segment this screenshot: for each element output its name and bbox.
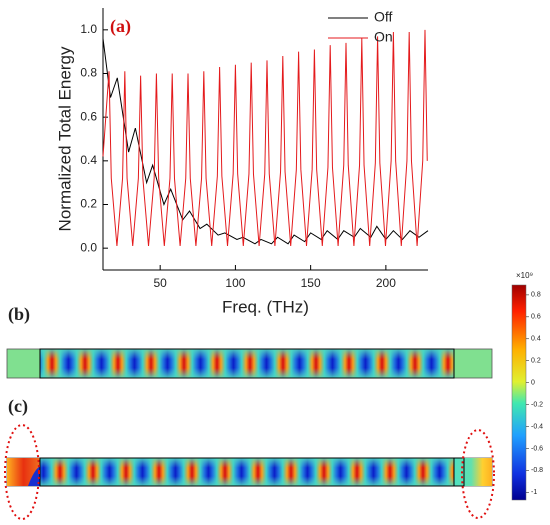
field-map-c (4, 424, 495, 520)
colorbar-tick-label: 0.8 (531, 292, 541, 299)
x-tick-label: 150 (301, 276, 321, 290)
panel-label: (c) (8, 396, 28, 417)
panel-label: (a) (110, 16, 131, 37)
panel-label: (b) (8, 304, 30, 325)
colorbar-tick-label: 0.6 (531, 314, 541, 321)
y-axis-label: Normalized Total Energy (55, 46, 74, 231)
y-tick-label: 0.2 (80, 197, 97, 211)
legend-label: On (374, 29, 393, 45)
colorbar-tick-label: 0.4 (531, 336, 541, 343)
colorbar-tick-label: -0.4 (531, 423, 543, 430)
legend-label: Off (374, 9, 393, 25)
field-map-b (6, 348, 493, 379)
x-tick-label: 200 (376, 276, 396, 290)
colorbar-tick-label: -1 (531, 489, 537, 496)
y-tick-label: 0.6 (80, 109, 97, 123)
y-tick-label: 0.0 (80, 240, 97, 254)
line-series (102, 38, 429, 245)
y-tick-label: 1.0 (80, 22, 97, 36)
colorbar-tick-label: -0.2 (531, 401, 543, 408)
colorbar-tick-label: 0 (531, 379, 535, 386)
colorbar-label: ×10⁹ (516, 271, 533, 280)
line-series (102, 29, 428, 247)
colorbar-tick-label: -0.6 (531, 445, 543, 452)
x-axis-label: Freq. (THz) (222, 297, 309, 316)
colorbar-tick-label: -0.8 (531, 467, 543, 474)
y-tick-label: 0.8 (80, 66, 97, 80)
x-tick-label: 50 (153, 276, 167, 290)
colorbar (511, 284, 527, 501)
x-tick-label: 100 (225, 276, 245, 290)
y-tick-label: 0.4 (80, 153, 97, 167)
colorbar-tick-label: 0.2 (531, 358, 541, 365)
